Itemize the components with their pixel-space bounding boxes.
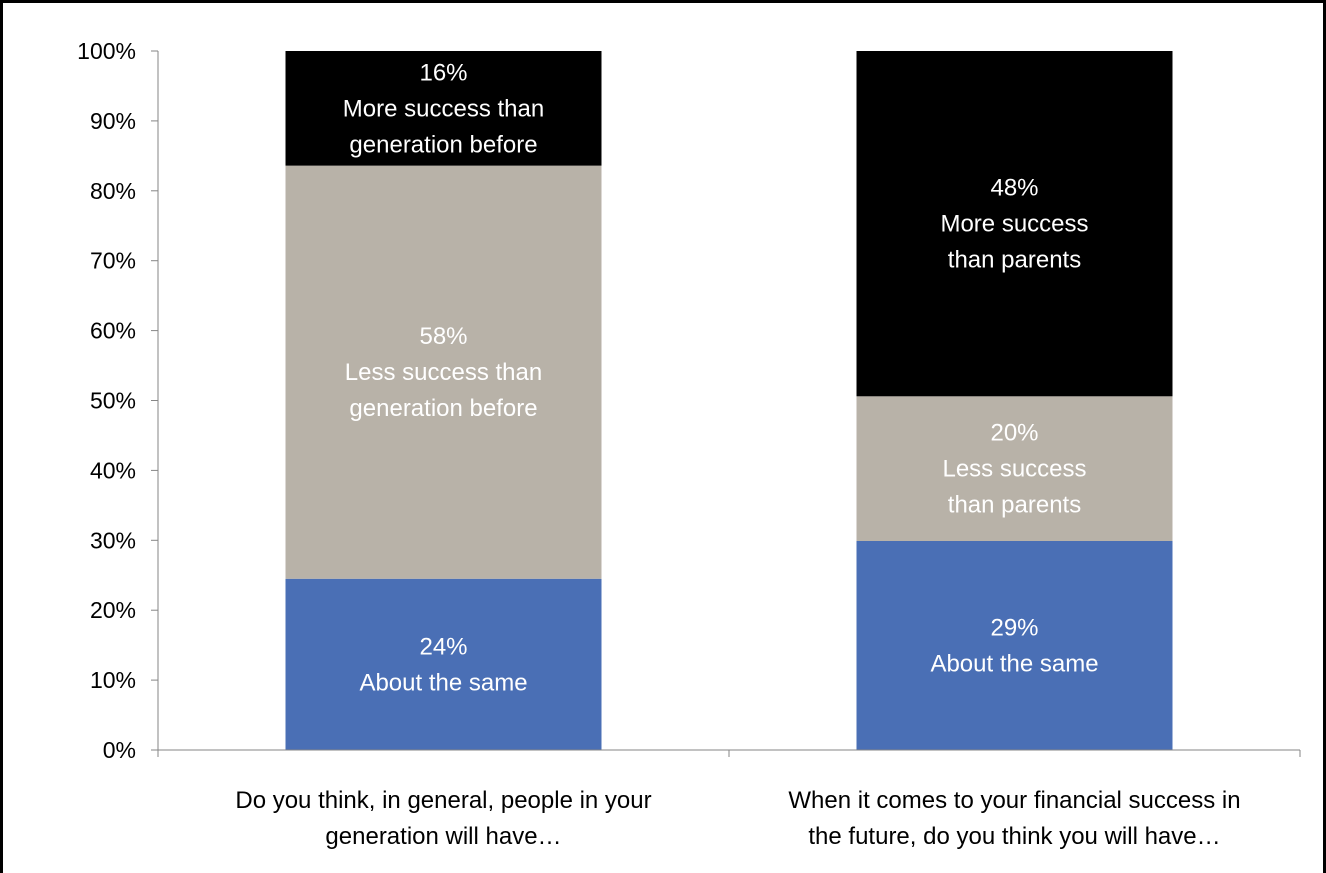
y-tick-label: 10%	[90, 667, 136, 693]
data-label: Less success	[942, 456, 1086, 483]
data-label: 16%	[419, 59, 467, 86]
data-label: Less success than	[345, 359, 542, 386]
data-label: More success than	[343, 95, 544, 122]
y-tick-label: 20%	[90, 597, 136, 623]
y-tick-label: 60%	[90, 318, 136, 344]
labels-group: 24% About the same 58% Less success than gen…	[77, 38, 1240, 850]
data-label: than parents	[948, 492, 1081, 519]
x-category-label: the future, do you think you will have…	[808, 823, 1220, 850]
y-tick-label: 90%	[90, 108, 136, 134]
data-label: About the same	[930, 650, 1098, 677]
bar-segment	[285, 578, 602, 750]
y-tick-label: 100%	[77, 38, 136, 64]
y-tick-label: 80%	[90, 178, 136, 204]
data-label: generation before	[349, 395, 537, 422]
data-label: About the same	[359, 669, 527, 696]
data-label: 29%	[990, 614, 1038, 641]
y-tick-label: 70%	[90, 248, 136, 274]
data-label: More success	[940, 211, 1088, 238]
y-tick-label: 0%	[103, 737, 136, 763]
y-tick-label: 50%	[90, 388, 136, 414]
bar-segment	[856, 51, 1173, 397]
bar-segment	[856, 396, 1173, 541]
bar-segment	[856, 540, 1173, 750]
bar-segment	[285, 51, 602, 166]
axes-group	[151, 50, 1301, 757]
data-label: generation before	[349, 131, 537, 158]
y-tick-label: 40%	[90, 457, 136, 483]
data-label: 20%	[990, 420, 1038, 447]
data-label: 48%	[990, 175, 1038, 202]
x-category-label: generation will have…	[325, 823, 561, 850]
x-category-label: Do you think, in general, people in your	[235, 787, 651, 814]
y-tick-label: 30%	[90, 527, 136, 553]
bars-group	[285, 51, 1173, 750]
data-label: than parents	[948, 247, 1081, 274]
data-label: 24%	[419, 633, 467, 660]
bar-segment	[285, 165, 602, 579]
x-category-label: When it comes to your financial success …	[788, 787, 1240, 814]
data-label: 58%	[419, 323, 467, 350]
